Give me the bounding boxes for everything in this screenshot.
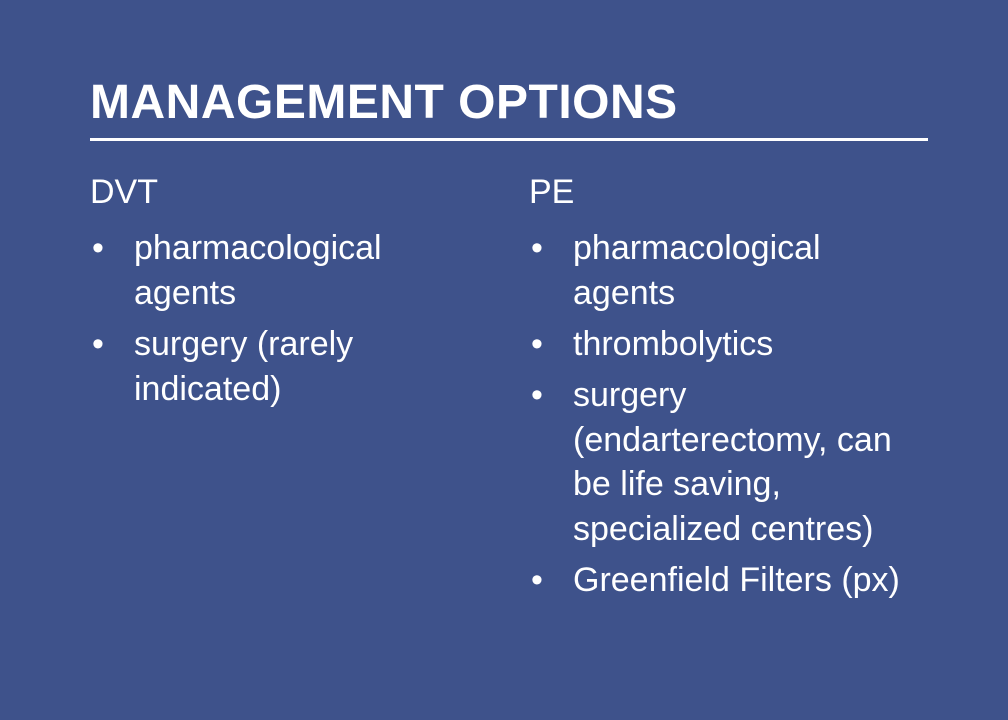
right-bullet-list: • pharmacological agents • thrombolytics… xyxy=(529,226,928,603)
bullet-text: Greenfield Filters (px) xyxy=(573,558,928,603)
bullet-text: thrombolytics xyxy=(573,322,928,367)
bullet-icon: • xyxy=(90,226,134,271)
slide-title: MANAGEMENT OPTIONS xyxy=(90,75,928,141)
right-column: PE • pharmacological agents • thrombolyt… xyxy=(529,173,928,609)
bullet-icon: • xyxy=(90,322,134,367)
list-item: • pharmacological agents xyxy=(529,226,928,316)
left-column: DVT • pharmacological agents • surgery (… xyxy=(90,173,489,609)
bullet-icon: • xyxy=(529,226,573,271)
bullet-text: pharmacological agents xyxy=(134,226,489,316)
list-item: • thrombolytics xyxy=(529,322,928,367)
bullet-text: surgery (endarterectomy, can be life sav… xyxy=(573,373,928,553)
right-column-heading: PE xyxy=(529,173,928,212)
left-column-heading: DVT xyxy=(90,173,489,212)
left-bullet-list: • pharmacological agents • surgery (rare… xyxy=(90,226,489,412)
list-item: • Greenfield Filters (px) xyxy=(529,558,928,603)
bullet-text: surgery (rarely indicated) xyxy=(134,322,489,412)
columns-wrapper: DVT • pharmacological agents • surgery (… xyxy=(90,173,928,609)
list-item: • surgery (endarterectomy, can be life s… xyxy=(529,373,928,553)
bullet-icon: • xyxy=(529,558,573,603)
list-item: • pharmacological agents xyxy=(90,226,489,316)
slide-container: MANAGEMENT OPTIONS DVT • pharmacological… xyxy=(0,0,1008,649)
bullet-icon: • xyxy=(529,322,573,367)
bullet-text: pharmacological agents xyxy=(573,226,928,316)
list-item: • surgery (rarely indicated) xyxy=(90,322,489,412)
bullet-icon: • xyxy=(529,373,573,418)
